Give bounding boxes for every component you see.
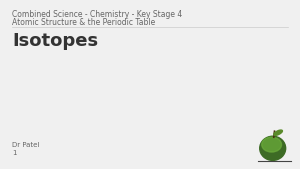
Ellipse shape [262,137,281,152]
Text: Combined Science - Chemistry - Key Stage 4: Combined Science - Chemistry - Key Stage… [12,10,182,19]
Ellipse shape [260,136,286,160]
Ellipse shape [274,130,282,135]
Text: Atomic Structure & the Periodic Table: Atomic Structure & the Periodic Table [12,18,155,27]
Text: Isotopes: Isotopes [12,32,98,50]
Text: Dr Patel: Dr Patel [12,142,39,148]
Text: 1: 1 [12,150,16,156]
